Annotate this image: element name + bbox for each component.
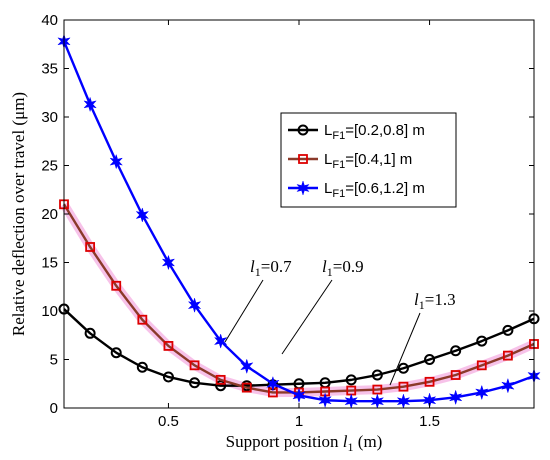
legend-marker xyxy=(297,124,309,136)
series-layer xyxy=(57,33,541,410)
y-tick-label: 40 xyxy=(41,12,58,29)
y-tick-label: 25 xyxy=(41,158,58,175)
annotation-leader-line xyxy=(389,312,421,386)
data-point xyxy=(371,369,383,381)
data-point xyxy=(161,254,176,271)
series-1-line xyxy=(63,308,535,387)
data-point xyxy=(476,360,487,371)
data-point xyxy=(398,381,409,392)
y-tick-label: 30 xyxy=(41,109,58,126)
y-tick-label: 10 xyxy=(41,303,58,320)
annotation-label: l1=0.9 xyxy=(322,257,364,279)
legend-item-2: LF1=[0.4,1] m xyxy=(288,151,412,171)
data-point xyxy=(450,370,461,380)
data-point xyxy=(239,358,254,375)
data-point xyxy=(137,314,148,325)
data-point xyxy=(266,375,280,392)
legend-label: LF1=[0.4,1] m xyxy=(324,151,412,171)
legend-marker xyxy=(298,154,308,164)
data-point xyxy=(292,387,306,404)
x-axis-label: Support position l1 (m) xyxy=(226,432,383,454)
x-tick-label: 0.5 xyxy=(158,413,179,430)
y-axis-label: Relative deflection over travel (μm) xyxy=(9,92,28,336)
legend-item-1: LF1=[0.2,0.8] m xyxy=(288,122,425,142)
data-point xyxy=(474,384,489,401)
legend-item-3: LF1=[0.6,1.2] m xyxy=(288,180,425,200)
annotation-l1-13: l1=1.3 xyxy=(389,290,456,386)
legend-label: LF1=[0.6,1.2] m xyxy=(324,180,425,200)
data-point xyxy=(213,333,228,349)
y-tick-label: 15 xyxy=(41,255,58,272)
y-tick-label: 35 xyxy=(41,61,58,78)
series-1 xyxy=(58,303,540,392)
y-tick-label: 0 xyxy=(50,400,58,417)
data-point xyxy=(136,361,148,373)
data-point xyxy=(187,297,202,314)
data-point xyxy=(450,345,462,357)
data-point xyxy=(318,392,332,409)
annotation-l1-09: l1=0.9 xyxy=(281,257,364,355)
data-point xyxy=(215,374,226,385)
annotation-leader-line xyxy=(224,279,264,343)
data-point xyxy=(424,354,436,365)
data-point xyxy=(215,380,227,392)
data-point xyxy=(110,347,122,359)
data-point xyxy=(83,96,97,113)
annotation-label: l1=0.7 xyxy=(250,257,292,279)
legend-marker xyxy=(296,180,310,196)
data-point xyxy=(84,327,96,339)
data-point xyxy=(85,242,96,252)
annotations-layer: l1=0.7 l1=0.9 l1=1.3 xyxy=(224,257,456,386)
data-point xyxy=(109,153,124,170)
y-tick-label: 5 xyxy=(50,352,58,369)
data-point xyxy=(501,377,515,394)
x-tick-label: 1.5 xyxy=(419,413,440,430)
data-point xyxy=(476,335,488,347)
data-point xyxy=(241,382,252,393)
data-point xyxy=(502,350,513,361)
annotation-label: l1=1.3 xyxy=(414,290,456,312)
data-point xyxy=(111,280,122,291)
legend-label: LF1=[0.2,0.8] m xyxy=(324,122,425,142)
ticks-layer: 0 5 10 15 20 25 30 35 40 0.5 1 1.5 xyxy=(41,12,534,430)
y-tick-label: 20 xyxy=(41,206,58,223)
data-point xyxy=(189,377,201,389)
data-point xyxy=(135,207,150,223)
data-point xyxy=(189,360,200,371)
annotation-leader-line xyxy=(281,279,333,355)
data-point xyxy=(162,371,174,383)
data-point xyxy=(163,341,174,351)
x-tick-label: 1 xyxy=(295,413,303,430)
data-point xyxy=(502,324,514,336)
legend: LF1=[0.2,0.8] m LF1=[0.4,1] m LF1=[0.6,1.2… xyxy=(280,112,457,208)
data-point xyxy=(397,362,409,374)
data-point xyxy=(345,374,357,386)
data-point xyxy=(424,376,435,387)
data-point xyxy=(448,389,463,406)
annotation-l1-07: l1=0.7 xyxy=(224,257,292,343)
